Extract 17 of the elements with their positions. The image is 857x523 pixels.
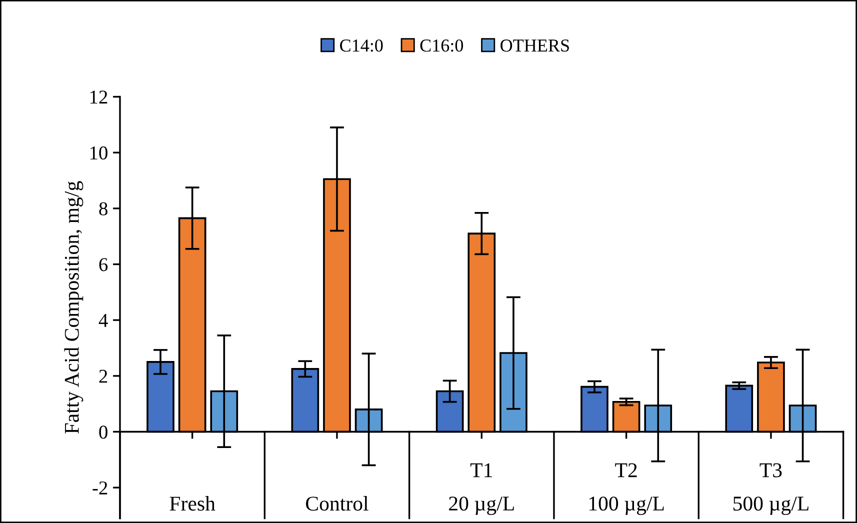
y-tick-label: 6: [99, 258, 108, 272]
y-tick-label: 12: [90, 90, 108, 104]
legend-label: C16:0: [420, 39, 464, 52]
y-axis-title: Fatty Acid Composition, mg/g: [64, 181, 84, 434]
y-tick-label: 8: [99, 202, 108, 216]
y-tick-label: 2: [99, 370, 108, 383]
y-tick-label: 10: [90, 146, 108, 160]
y-tick-label: 0: [99, 426, 108, 439]
x-tick-label: T2 100 µg/L: [589, 463, 664, 515]
x-tick-label: Control: [306, 496, 368, 511]
legend-label: OTHERS: [500, 40, 569, 52]
x-tick-label: T1 20 µg/L: [449, 463, 514, 515]
y-tick-label: -2: [92, 481, 108, 494]
x-tick-label: Fresh: [170, 496, 216, 511]
y-tick-label: 4: [98, 314, 108, 327]
legend-label: C14:0: [340, 39, 383, 52]
x-tick-label: T3 500 µg/L: [733, 463, 808, 515]
